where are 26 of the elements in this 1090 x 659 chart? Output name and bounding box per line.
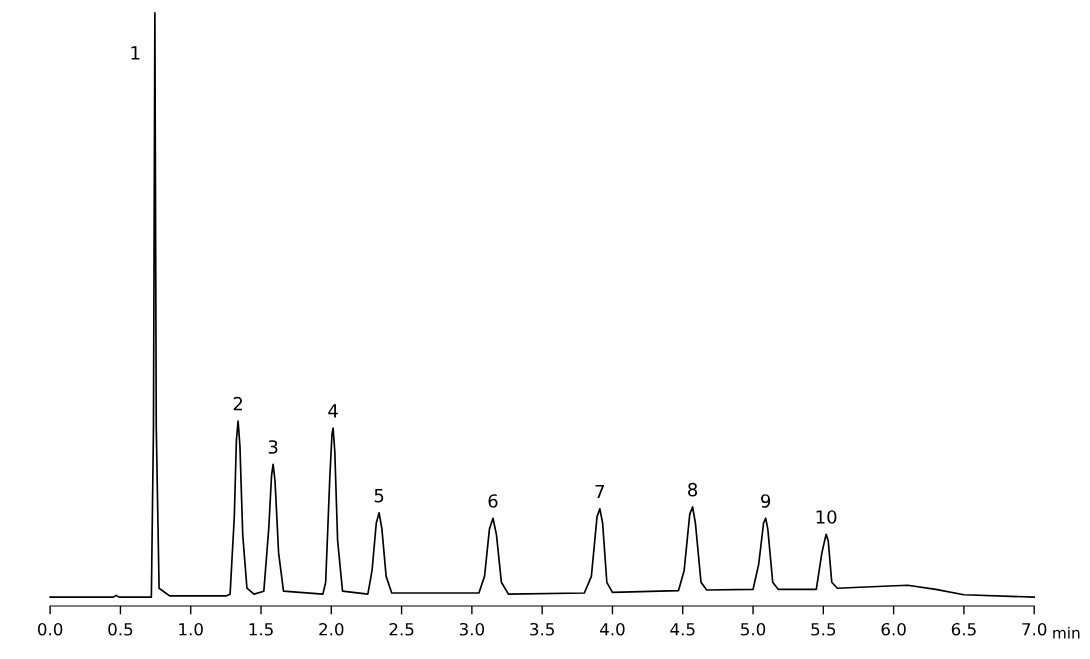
annotation: 4 — [328, 404, 338, 418]
annotation: 9 — [761, 494, 771, 508]
x-tick-label: 4.5 — [670, 623, 695, 636]
annotation: 5 — [374, 489, 384, 503]
x-tick-label: 5.5 — [811, 623, 836, 636]
x-tick-label: 0.0 — [37, 622, 63, 636]
x-tick-label: 3.5 — [530, 622, 554, 636]
x-tick-label: 3.0 — [459, 622, 485, 636]
x-tick-label: 0.5 — [108, 622, 133, 636]
x-tick-label: 1.0 — [179, 622, 203, 636]
annotation: 7 — [595, 484, 604, 499]
annotation: 10 — [816, 510, 837, 524]
annotation: 1 — [131, 46, 140, 60]
x-tick-label: 7.0 — [1022, 622, 1047, 636]
x-tick-label: 6.5 — [951, 622, 976, 636]
annotation: 8 — [688, 482, 698, 497]
x-axis-title: min — [1053, 626, 1080, 639]
annotation: 3 — [268, 440, 278, 454]
x-tick-label: 6.0 — [881, 622, 906, 636]
annotation: 6 — [488, 494, 498, 508]
annotation: 2 — [233, 396, 243, 411]
x-tick-label: 2.0 — [319, 622, 344, 636]
x-tick-label: 5.0 — [741, 622, 766, 636]
x-tick-label: 1.5 — [249, 623, 273, 636]
x-tick-label: 2.5 — [389, 622, 414, 636]
x-tick-label: 4.0 — [600, 622, 625, 636]
